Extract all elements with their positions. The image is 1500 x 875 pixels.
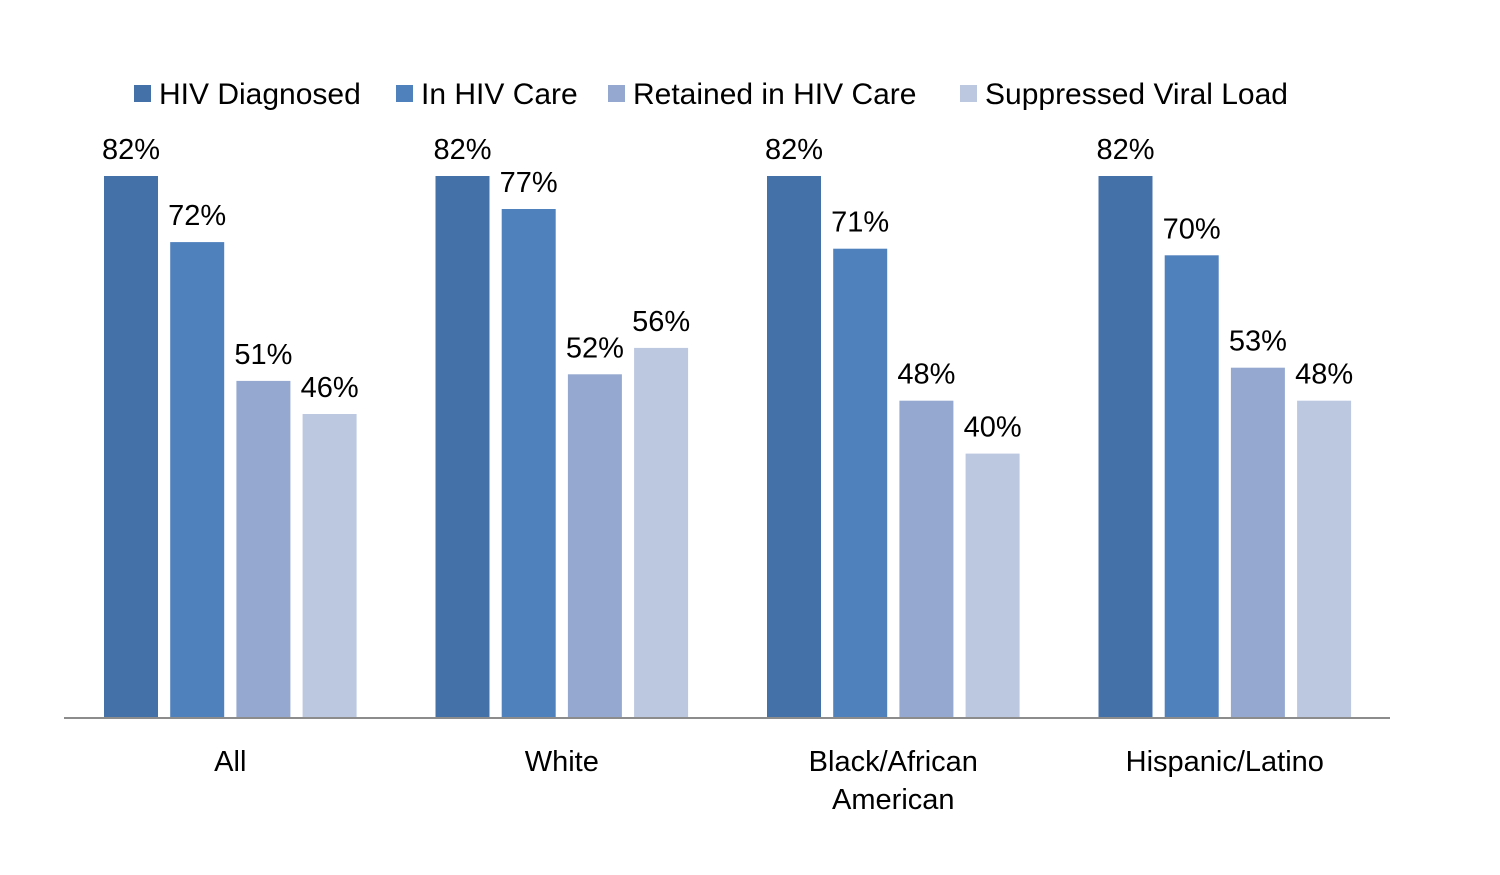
bar-1-3 — [1164, 255, 1219, 719]
bar-2-1 — [567, 374, 622, 718]
bar-3-1 — [634, 347, 689, 718]
category-labels: All White Black/African American Hispanic/La… — [214, 746, 1324, 816]
data-label-2-1: 52% — [566, 332, 624, 364]
legend-label-0: HIV Diagnosed — [159, 78, 361, 111]
bar-3-0 — [302, 414, 357, 718]
chart-legend: HIV Diagnosed In HIV Care Retained in HIV … — [134, 78, 1288, 111]
bar-3-2 — [965, 453, 1020, 718]
legend-swatch-1 — [396, 85, 413, 102]
legend-label-3: Suppressed Viral Load — [985, 78, 1288, 111]
data-label-2-3: 53% — [1229, 326, 1287, 358]
legend-swatch-2 — [608, 85, 625, 102]
data-label-2-2: 48% — [897, 359, 955, 391]
bar-1-0 — [170, 242, 225, 718]
bar-2-3 — [1230, 367, 1285, 718]
data-label-3-0: 46% — [301, 372, 359, 404]
data-label-0-0: 82% — [102, 134, 160, 166]
category-label-3: Hispanic/Latino — [1126, 746, 1324, 778]
data-label-3-1: 56% — [632, 306, 690, 338]
legend-swatch-3 — [960, 85, 977, 102]
bar-0-0 — [104, 176, 158, 718]
bar-2-2 — [899, 400, 954, 718]
category-label-1: White — [525, 746, 599, 778]
bar-3-3 — [1297, 400, 1352, 718]
data-label-0-2: 82% — [765, 134, 823, 166]
data-label-1-3: 70% — [1163, 213, 1221, 245]
bar-1-2 — [833, 248, 888, 718]
bar-0-3 — [1098, 176, 1153, 718]
bar-0-1 — [435, 176, 490, 718]
data-label-1-2: 71% — [831, 207, 889, 239]
bar-0-2 — [767, 176, 821, 718]
legend-label-2: Retained in HIV Care — [633, 78, 916, 111]
data-label-3-3: 48% — [1295, 359, 1353, 391]
bar-area: 82% 82% 82% 82%72%77%71% 70%51% 52%48%53%46%5… — [102, 134, 1353, 719]
legend-label-1: In HIV Care — [421, 78, 578, 111]
category-label-2: Black/African American — [809, 746, 978, 816]
bar-2-0 — [236, 380, 291, 718]
data-label-3-2: 40% — [964, 412, 1022, 444]
data-label-0-3: 82% — [1096, 134, 1154, 166]
category-label-0: All — [214, 746, 246, 778]
bar-1-1 — [501, 209, 556, 718]
data-label-1-0: 72% — [168, 200, 226, 232]
data-label-1-1: 77% — [500, 167, 558, 199]
legend-swatch-0 — [134, 85, 151, 102]
data-label-2-0: 51% — [234, 339, 292, 371]
data-label-0-1: 82% — [433, 134, 491, 166]
